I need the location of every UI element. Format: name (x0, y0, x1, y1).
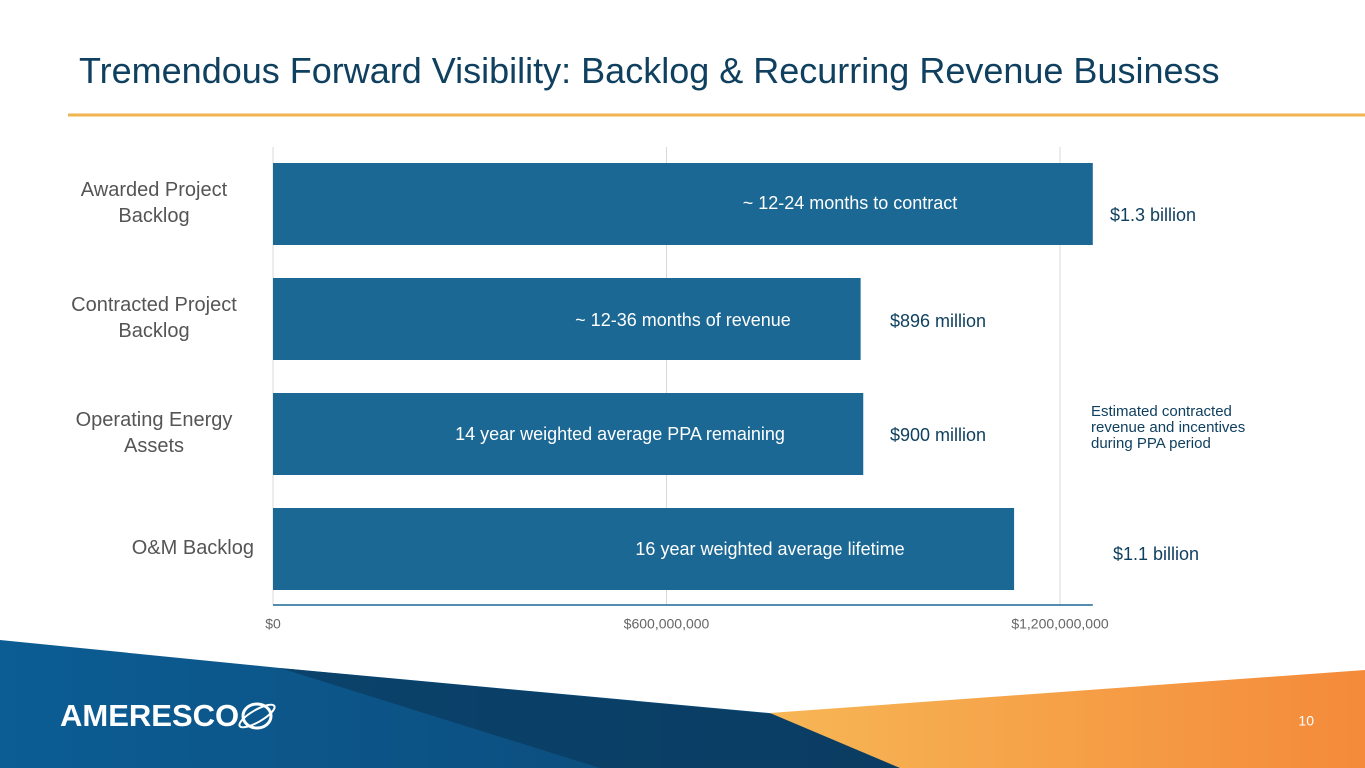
bar-annotation: 14 year weighted average PPA remaining (455, 424, 785, 444)
x-tick-label: $600,000,000 (624, 616, 710, 632)
y-tick-label-box: Contracted Project Backlog (54, 292, 254, 344)
y-tick-label: Contracted Project Backlog (71, 294, 237, 342)
bar-annotation: ~ 12-36 months of revenue (575, 310, 791, 330)
y-tick-label: O&M Backlog (131, 537, 254, 559)
chart-note: Estimated contracted revenue and incenti… (1091, 403, 1246, 452)
y-tick-label-box: Awarded Project Backlog (54, 177, 254, 229)
value-label: $900 million (890, 425, 986, 445)
x-tick-label: $1,200,000,000 (1011, 616, 1109, 632)
footer-band (0, 640, 1365, 768)
y-tick-label-box: O&M Backlog (132, 535, 254, 561)
bar (273, 393, 864, 475)
footer-accent (770, 670, 1365, 768)
bar (273, 163, 1093, 245)
value-label: $896 million (890, 311, 986, 331)
value-label: $1.3 billion (1110, 205, 1196, 225)
logo-mark (238, 703, 276, 729)
y-tick-label: Operating Energy Assets (75, 409, 233, 457)
bar-annotation: 16 year weighted average lifetime (635, 539, 904, 559)
bar-annotation: ~ 12-24 months to contract (743, 193, 958, 213)
logo: AMERESCO (60, 698, 239, 733)
bar (273, 278, 861, 360)
y-tick-label-box: Operating Energy Assets (54, 407, 254, 459)
slide-title: Tremendous Forward Visibility: Backlog &… (79, 50, 1220, 91)
y-tick-label: Awarded Project Backlog (80, 179, 228, 227)
footer-shade (280, 668, 1365, 768)
bar (273, 508, 1015, 590)
value-label: $1.1 billion (1113, 544, 1199, 564)
logo-mark (241, 702, 273, 730)
page-number: 10 (1298, 713, 1314, 729)
x-tick-label: $0 (265, 616, 281, 632)
